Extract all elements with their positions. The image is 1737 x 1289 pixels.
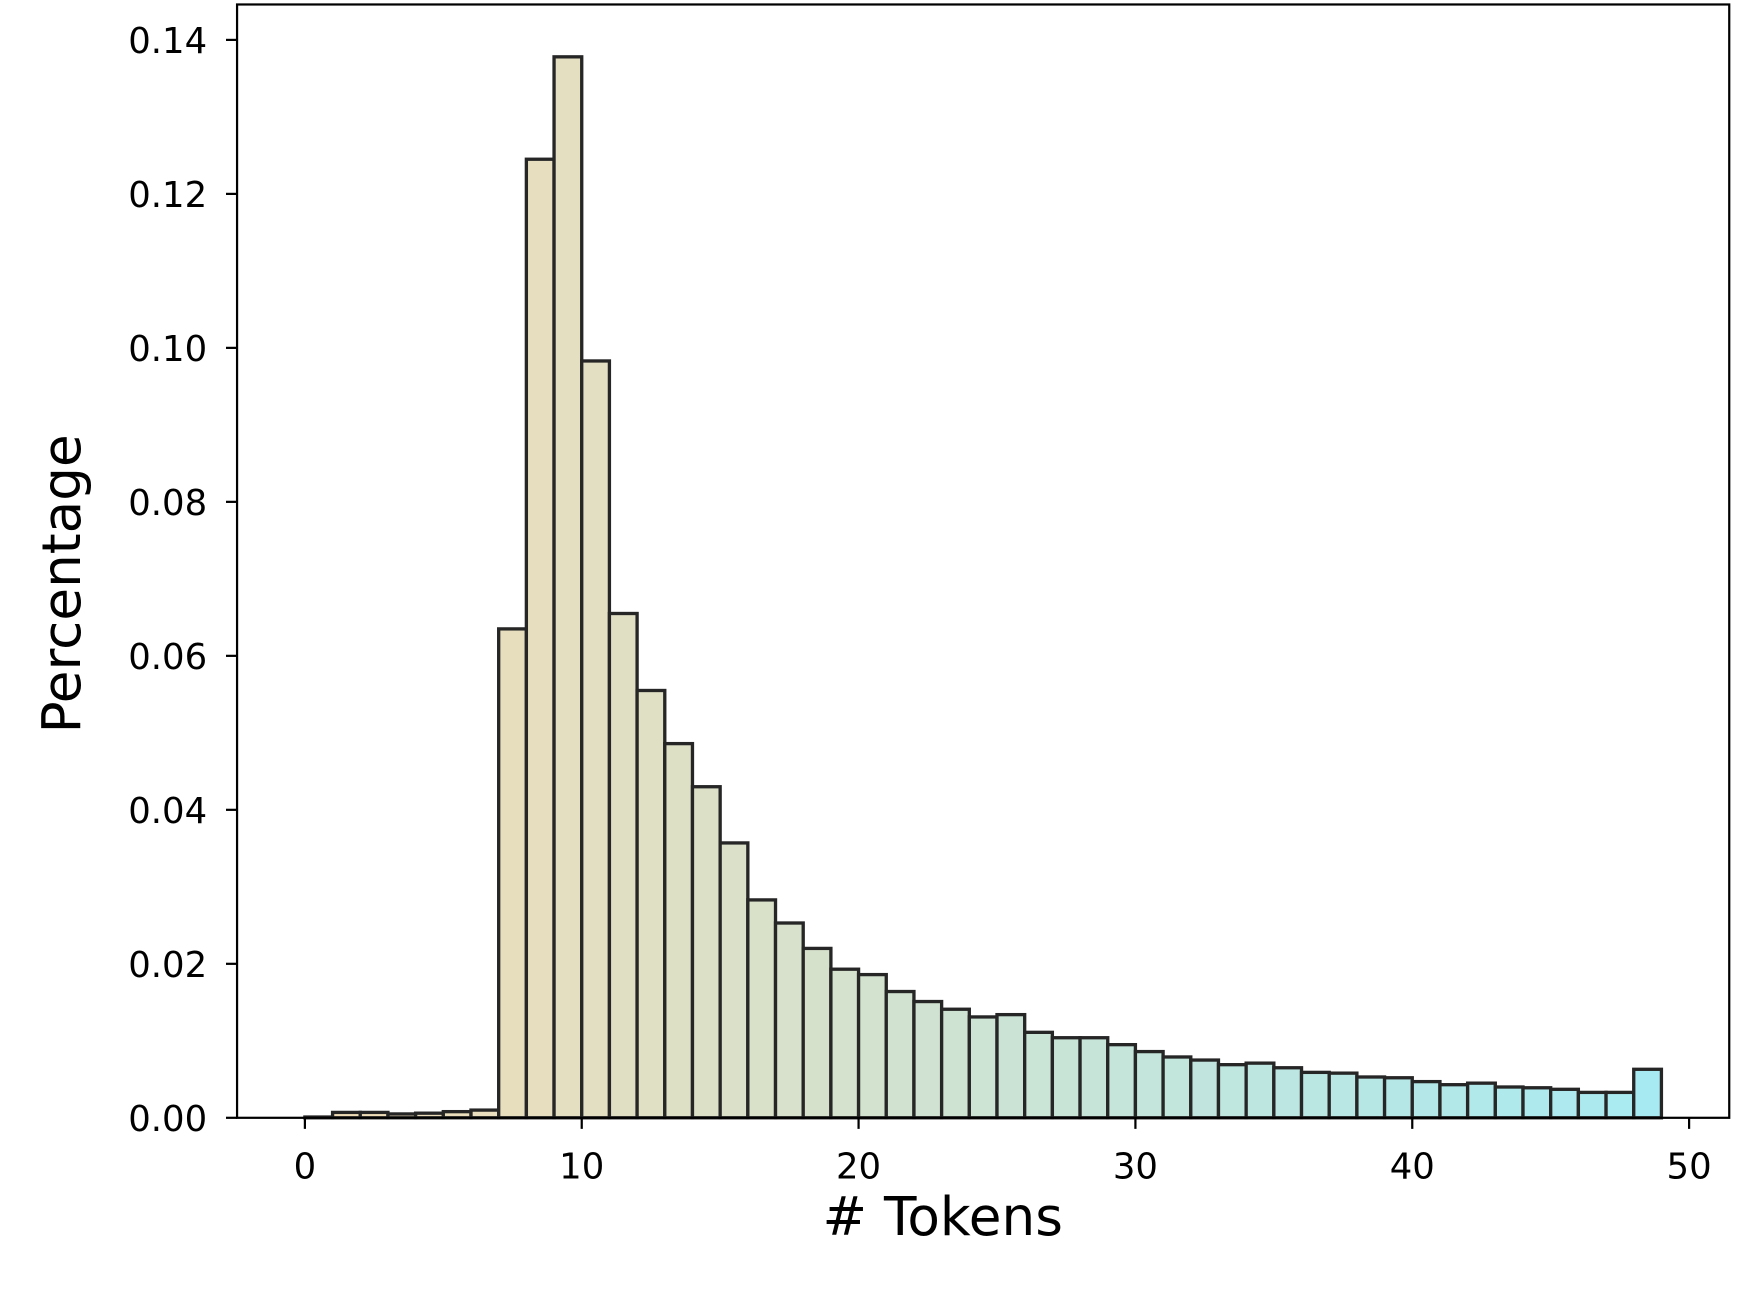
bar [1465, 1081, 1497, 1120]
y-tick-label: 0.02 [128, 945, 207, 986]
bar [746, 898, 778, 1120]
bar [967, 1015, 999, 1120]
bar [1078, 1036, 1110, 1120]
bar [1133, 1049, 1165, 1120]
y-tick-label: 0.00 [128, 1099, 207, 1140]
bar [1355, 1075, 1387, 1120]
bar [524, 157, 556, 1120]
axes-frame [235, 3, 1731, 1119]
x-tick-label: 0 [294, 1147, 317, 1188]
bar [1216, 1063, 1248, 1120]
bar [1106, 1042, 1138, 1120]
bar [663, 741, 695, 1120]
bar [607, 611, 639, 1120]
bar [469, 1108, 501, 1120]
x-tick-label: 10 [559, 1147, 604, 1188]
bar [1493, 1085, 1525, 1120]
bar [1023, 1030, 1055, 1120]
bar [1299, 1070, 1331, 1120]
x-tick-label: 50 [1667, 1147, 1712, 1188]
y-tick-label: 0.14 [128, 21, 207, 62]
y-tick-label: 0.12 [128, 175, 207, 216]
bar [1632, 1067, 1664, 1120]
bar [1382, 1076, 1414, 1120]
y-tick-label: 0.10 [128, 329, 207, 370]
y-tick-label: 0.06 [128, 637, 207, 678]
x-tick-label: 20 [836, 1147, 881, 1188]
bar [995, 1012, 1027, 1120]
bar [1604, 1090, 1636, 1120]
bar [1438, 1083, 1470, 1120]
bar [1549, 1087, 1581, 1120]
bar [690, 785, 722, 1120]
bar [1410, 1079, 1442, 1120]
bar [856, 972, 888, 1120]
x-tick-label: 30 [1113, 1147, 1158, 1188]
bar [801, 946, 833, 1120]
bar [1189, 1058, 1221, 1120]
bar [829, 967, 861, 1120]
bar [1244, 1061, 1276, 1120]
bar [1327, 1071, 1359, 1120]
bar [552, 55, 584, 1120]
bar [635, 688, 667, 1120]
y-axis-label: Percentage [31, 434, 93, 733]
bar [1521, 1086, 1553, 1120]
bar [718, 841, 750, 1120]
bar [773, 921, 805, 1120]
bar [580, 359, 612, 1120]
x-axis-label: # Tokens [823, 1186, 1063, 1248]
bar [1050, 1036, 1082, 1120]
y-tick-label: 0.08 [128, 483, 207, 524]
bar [939, 1007, 971, 1120]
y-tick-label: 0.04 [128, 791, 207, 832]
bar [1272, 1066, 1304, 1120]
bar [912, 999, 944, 1120]
bar [884, 989, 916, 1120]
bar [1576, 1090, 1608, 1120]
bar [1161, 1055, 1193, 1120]
bar [497, 627, 529, 1120]
x-tick-label: 40 [1390, 1147, 1435, 1188]
